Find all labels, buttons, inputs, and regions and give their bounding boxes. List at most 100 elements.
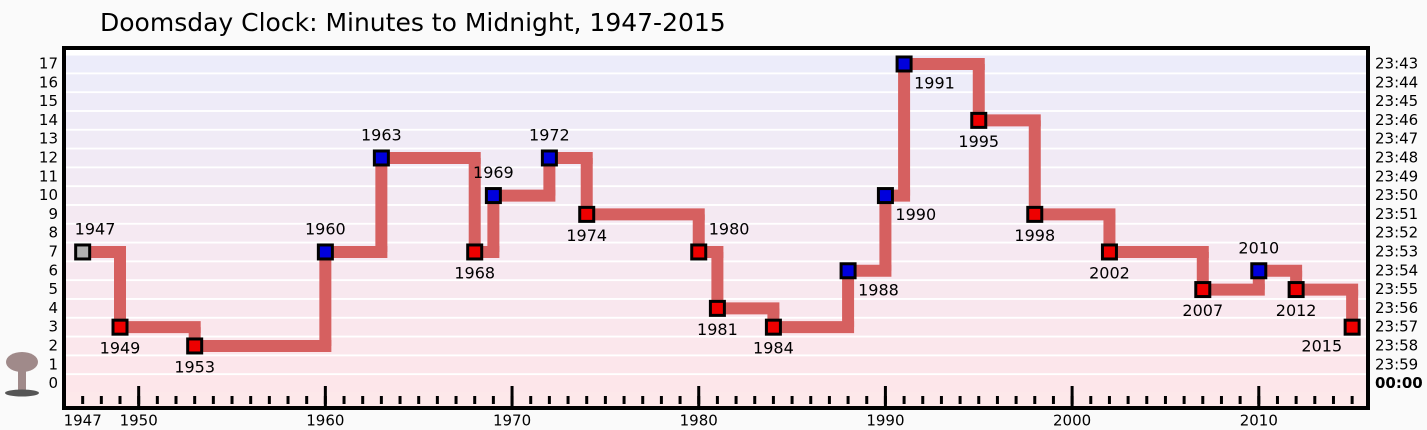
mushroom-cloud-icon — [5, 352, 39, 397]
y2-tick-label: 23:54 — [1375, 261, 1418, 279]
grid-band — [64, 356, 1368, 374]
plot-frame — [62, 46, 1370, 410]
y2-tick-label: 23:57 — [1375, 318, 1418, 336]
point-label: 1998 — [1014, 226, 1055, 245]
marker — [578, 205, 596, 223]
marker — [372, 149, 390, 167]
marker — [764, 318, 782, 336]
y-tick-label: 7 — [48, 242, 58, 260]
grid-band — [64, 187, 1368, 205]
x-tick-label: 2000 — [1053, 412, 1091, 430]
point-label: 1968 — [454, 263, 495, 282]
row-bands — [64, 48, 1368, 408]
grid-band — [64, 224, 1368, 242]
point-label: 1990 — [895, 205, 936, 224]
y-tick-label: 11 — [39, 167, 58, 185]
y-tick-label: 5 — [48, 280, 58, 298]
y-tick-label: 8 — [48, 224, 58, 242]
x-tick-label: 1960 — [306, 412, 344, 430]
y-tick-label: 14 — [39, 111, 58, 129]
marker — [466, 243, 484, 261]
point-label: 1960 — [305, 219, 346, 238]
point-label: 1972 — [529, 125, 570, 144]
x-tick-label: 1947 — [64, 412, 102, 430]
point-label: 1988 — [858, 280, 899, 299]
y2-tick-label: 23:49 — [1375, 167, 1418, 185]
point-label: 1981 — [697, 320, 738, 339]
marker — [839, 262, 857, 280]
marker — [690, 243, 708, 261]
grid-band — [64, 337, 1368, 355]
point-label: 1963 — [361, 125, 402, 144]
marker — [540, 149, 558, 167]
y2-tick-label: 23:52 — [1375, 224, 1418, 242]
point-label: 2002 — [1089, 263, 1130, 282]
marker — [484, 187, 502, 205]
y-tick-label: 6 — [48, 261, 58, 279]
x-tick-label: 1950 — [120, 412, 158, 430]
y2-tick-label: 23:58 — [1375, 336, 1418, 354]
point-label: 2015 — [1301, 337, 1342, 356]
y-tick-label: 3 — [48, 318, 58, 336]
y-tick-label: 10 — [39, 186, 58, 204]
marker — [876, 187, 894, 205]
y2-tick-label: 23:46 — [1375, 111, 1418, 129]
y-tick-label: 9 — [48, 205, 58, 223]
marker — [1194, 281, 1212, 299]
marker — [1100, 243, 1118, 261]
marker — [186, 337, 204, 355]
point-label: 1949 — [100, 339, 141, 358]
marker — [970, 111, 988, 129]
x-tick-label: 1980 — [680, 412, 718, 430]
y-tick-label: 12 — [39, 148, 58, 166]
y-tick-label: 1 — [48, 355, 58, 373]
y2-tick-label: 23:50 — [1375, 186, 1418, 204]
grid-band — [64, 149, 1368, 167]
x-tick-label: 1990 — [866, 412, 904, 430]
y2-tick-label: 23:43 — [1375, 54, 1418, 72]
y2-tick-label: 23:53 — [1375, 242, 1418, 260]
x-tick-label: 1970 — [493, 412, 531, 430]
marker — [1287, 281, 1305, 299]
y2-tick-label: 23:44 — [1375, 73, 1418, 91]
marker — [1250, 262, 1268, 280]
point-label: 2007 — [1182, 301, 1223, 320]
point-label: 1947 — [75, 219, 116, 238]
point-label: 2012 — [1276, 301, 1317, 320]
grid-band — [64, 318, 1368, 336]
y2-tick-label: 23:59 — [1375, 355, 1418, 373]
point-label: 1969 — [473, 163, 514, 182]
y2-tick-label: 00:00 — [1375, 374, 1423, 392]
y-tick-label: 4 — [48, 299, 58, 317]
y2-tick-label: 23:45 — [1375, 92, 1418, 110]
y-tick-label: 2 — [48, 336, 58, 354]
marker — [111, 318, 129, 336]
point-label: 1984 — [753, 339, 794, 358]
y2-tick-label: 23:47 — [1375, 130, 1418, 148]
y-tick-label: 0 — [48, 374, 58, 392]
marker — [1343, 318, 1361, 336]
grid-band — [64, 93, 1368, 111]
point-label: 1991 — [914, 73, 955, 92]
marker — [1026, 205, 1044, 223]
point-label: 1974 — [566, 226, 607, 245]
y2-tick-label: 23:51 — [1375, 205, 1418, 223]
y-tick-label: 16 — [39, 73, 58, 91]
grid-band — [64, 111, 1368, 129]
marker — [708, 299, 726, 317]
y-tick-label: 15 — [39, 92, 58, 110]
point-label: 1980 — [709, 219, 750, 238]
grid-band — [64, 74, 1368, 92]
marker — [74, 243, 92, 261]
y-tick-label: 13 — [39, 130, 58, 148]
grid-band — [64, 55, 1368, 73]
marker — [895, 55, 913, 73]
grid-band — [64, 168, 1368, 186]
grid-band — [64, 130, 1368, 148]
y-tick-label: 17 — [39, 54, 58, 72]
point-label: 1953 — [174, 357, 215, 376]
y2-tick-label: 23:55 — [1375, 280, 1418, 298]
x-tick-label: 2010 — [1240, 412, 1278, 430]
point-label: 1995 — [958, 132, 999, 151]
